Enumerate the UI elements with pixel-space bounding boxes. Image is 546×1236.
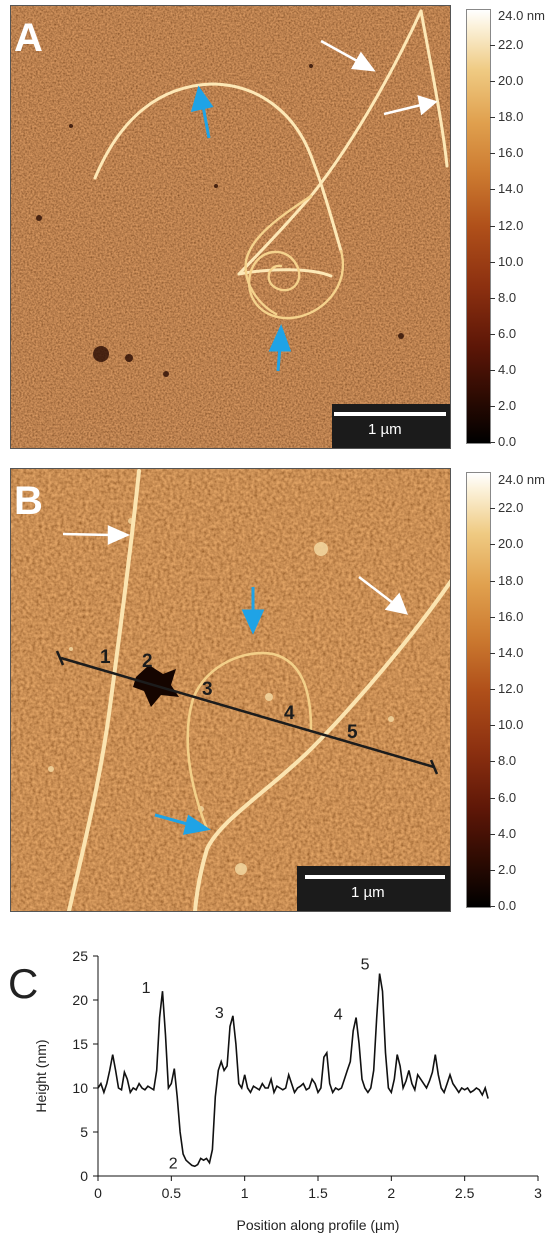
colorbar-tick-label: 6.0 [498, 789, 517, 805]
y-tick-label: 15 [72, 1036, 88, 1052]
colorbar-tick-mark [490, 544, 495, 546]
afm-topography-b: 1 2 3 4 5 [11, 469, 450, 911]
colorbar-b [466, 472, 491, 908]
peak-label-3: 3 [215, 1005, 224, 1022]
colorbar-tick-mark [490, 797, 495, 799]
colorbar-tick-label: 0.0 [498, 434, 517, 449]
afm-image-a: A 1 µm [10, 5, 451, 449]
colorbar-max-label-a: 24.0 nm [498, 8, 545, 23]
colorbar-tick-mark [490, 81, 495, 83]
peak-label-2: 2 [169, 1155, 178, 1172]
colorbar-tick-mark [490, 261, 495, 263]
colorbar-tick-label: 4.0 [498, 825, 517, 841]
colorbar-tick-mark [490, 153, 495, 155]
colorbar-a [466, 9, 491, 444]
colorbar-tick-label: 18.0 [498, 109, 524, 125]
colorbar-tick-label: 14.0 [498, 644, 524, 660]
colorbar-tick-mark [490, 369, 495, 371]
height-profile-chart: C 0 0.5 1 1.5 2 2.5 3 0 5 10 15 20 25 1 2 3 4 5 Position… [8, 948, 542, 1233]
peak-annotations: 1 2 3 4 5 [142, 957, 370, 1173]
colorbar-tick-mark [490, 580, 495, 582]
colorbar-tick-label: 22.0 [498, 500, 524, 516]
colorbar-tick-mark [490, 297, 495, 299]
scalebar-label-a: 1 µm [368, 421, 402, 438]
panel-letter-a: A [14, 16, 43, 60]
y-axis-label: Height (nm) [33, 1039, 49, 1112]
x-tick-label: 0 [94, 1185, 102, 1201]
scalebar-b: 1 µm [297, 866, 450, 911]
colorbar-tick-label: 8.0 [498, 753, 517, 769]
scalebar-a: 1 µm [332, 404, 450, 448]
colorbar-tick-mark [490, 869, 495, 871]
y-tick-label: 20 [72, 992, 88, 1008]
colorbar-tick-label: 18.0 [498, 572, 524, 588]
colorbar-tick-label: 4.0 [498, 361, 517, 377]
peak-label-1: 1 [142, 980, 151, 997]
colorbar-tick-label: 22.0 [498, 37, 524, 53]
y-tick-label: 10 [72, 1080, 88, 1096]
scalebar-label-b: 1 µm [351, 884, 385, 901]
colorbar-tick-label: 12.0 [498, 681, 524, 696]
colorbar-tick-label: 10.0 [498, 717, 524, 733]
y-tick-label: 0 [80, 1168, 88, 1184]
colorbar-tick-label: 2.0 [498, 861, 517, 877]
colorbar-tick-label: 10.0 [498, 253, 524, 269]
panel-letter-b: B [14, 479, 43, 523]
colorbar-tick-mark [490, 725, 495, 727]
colorbar-tick-mark [490, 652, 495, 654]
y-tick-label: 25 [72, 948, 88, 964]
colorbar-tick-label: 2.0 [498, 397, 517, 413]
colorbar-tick-mark [490, 616, 495, 618]
colorbar-tick-label: 20.0 [498, 73, 524, 89]
panel-letter-c: C [8, 960, 38, 1007]
profile-label-4: 4 [284, 703, 295, 724]
peak-label-4: 4 [334, 1007, 343, 1024]
x-tick-label: 0.5 [162, 1185, 182, 1201]
colorbar-tick-label: 16.0 [498, 145, 524, 161]
peak-label-5: 5 [361, 957, 370, 974]
x-tick-label: 1 [241, 1185, 249, 1201]
colorbar-tick-label: 20.0 [498, 536, 524, 552]
profile-label-5: 5 [347, 722, 358, 743]
profile-label-3: 3 [202, 679, 213, 700]
colorbar-tick-label: 14.0 [498, 181, 524, 197]
x-tick-label: 3 [534, 1185, 542, 1201]
colorbar-tick-mark [490, 117, 495, 119]
colorbar-tick-mark [490, 833, 495, 835]
x-tick-label: 2 [387, 1185, 395, 1201]
colorbar-tick-label: 16.0 [498, 608, 524, 624]
colorbar-tick-label: 0.0 [498, 898, 517, 913]
colorbar-tick-mark [490, 761, 495, 763]
colorbar-tick-mark [490, 442, 495, 443]
colorbar-tick-mark [490, 333, 495, 335]
profile-label-2: 2 [142, 651, 153, 672]
x-tick-label: 2.5 [455, 1185, 475, 1201]
scalebar-line-b [305, 875, 445, 879]
colorbar-tick-label: 8.0 [498, 289, 517, 305]
profile-label-1: 1 [100, 647, 111, 668]
colorbar-tick-mark [490, 45, 495, 47]
afm-image-b: 1 2 3 4 5 B 1 µm [10, 468, 451, 912]
colorbar-tick-mark [490, 689, 495, 690]
colorbar-tick-mark [490, 225, 495, 227]
afm-topography-a [11, 6, 450, 448]
colorbar-tick-mark [490, 405, 495, 407]
colorbar-tick-mark [490, 189, 495, 191]
colorbar-tick-mark [490, 508, 495, 510]
colorbar-tick-label: 12.0 [498, 217, 524, 233]
colorbar-tick-label: 6.0 [498, 325, 517, 341]
colorbar-tick-mark [490, 906, 495, 907]
scalebar-line-a [334, 412, 446, 416]
x-tick-label: 1.5 [308, 1185, 328, 1201]
height-profile-line [97, 973, 489, 1168]
x-axis-label: Position along profile (µm) [237, 1217, 400, 1233]
chart-axes [97, 956, 538, 1177]
colorbar-max-label-b: 24.0 nm [498, 472, 545, 487]
y-tick-label: 5 [80, 1124, 88, 1140]
